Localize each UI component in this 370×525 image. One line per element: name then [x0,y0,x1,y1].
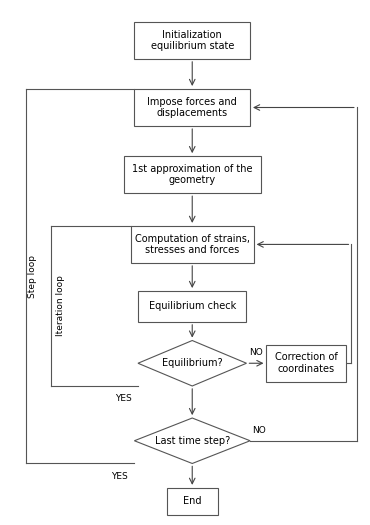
FancyBboxPatch shape [134,22,250,59]
FancyBboxPatch shape [138,291,246,322]
Text: NO: NO [252,426,266,435]
Text: YES: YES [111,472,128,481]
Text: Initialization
equilibrium state: Initialization equilibrium state [151,29,234,51]
Text: Impose forces and
displacements: Impose forces and displacements [147,97,237,118]
FancyBboxPatch shape [134,89,250,126]
Text: Equilibrium check: Equilibrium check [149,301,236,311]
FancyBboxPatch shape [124,156,261,193]
Polygon shape [134,418,250,464]
Text: Step loop: Step loop [28,255,37,298]
Polygon shape [138,341,246,386]
Text: NO: NO [249,348,262,357]
FancyBboxPatch shape [167,488,218,514]
Text: YES: YES [115,394,132,403]
Text: 1st approximation of the
geometry: 1st approximation of the geometry [132,164,252,185]
FancyBboxPatch shape [266,344,346,382]
Text: Correction of
coordinates: Correction of coordinates [275,352,337,374]
Text: Last time step?: Last time step? [155,436,230,446]
Text: Equilibrium?: Equilibrium? [162,358,222,368]
Text: End: End [183,496,202,506]
Text: Iteration loop: Iteration loop [56,276,65,337]
FancyBboxPatch shape [131,226,254,263]
Text: Computation of strains,
stresses and forces: Computation of strains, stresses and for… [135,234,250,255]
